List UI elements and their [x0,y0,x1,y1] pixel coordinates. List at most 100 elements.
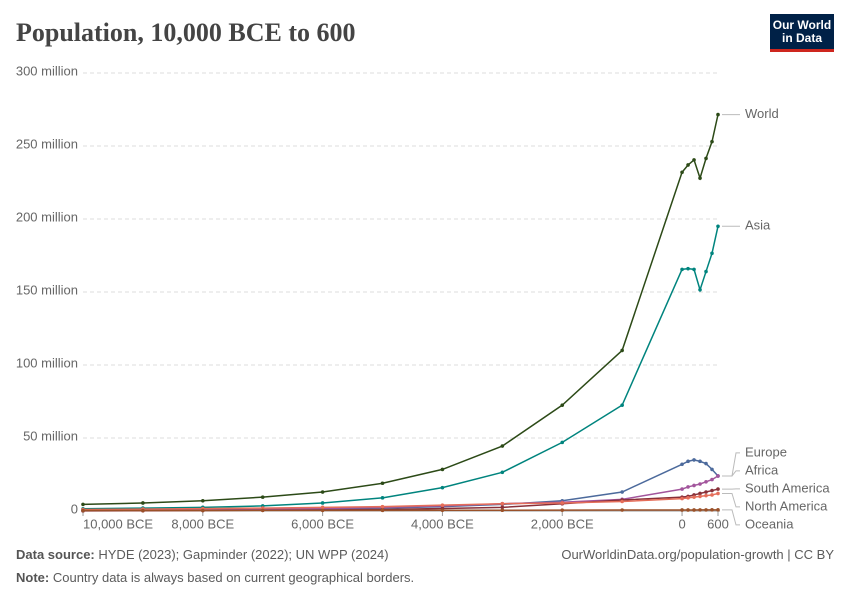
point [320,490,325,494]
point [692,458,696,462]
point [704,508,708,512]
point [380,496,385,500]
series-line [82,114,719,506]
legend-label: World [745,106,779,121]
point [440,503,445,507]
point [320,505,325,510]
point [680,267,684,272]
point [440,485,445,490]
point [698,491,702,496]
x-tick-label: 4,000 BCE [411,516,474,531]
point [560,403,565,407]
legend-label: Asia [745,218,771,233]
x-tick-label: 600 [707,516,729,531]
point [560,501,565,505]
point [320,508,325,513]
point [692,483,696,488]
point [716,487,720,491]
point [698,176,702,180]
logo-bar [770,49,834,52]
point [141,501,145,505]
logo-box [770,14,834,52]
point [716,508,720,512]
point [380,508,385,513]
y-tick-label: 200 million [16,209,78,224]
point [680,508,684,512]
point [680,462,684,467]
point [710,488,714,493]
point [704,490,708,494]
point [704,156,708,161]
point [686,459,690,464]
note-label: Note: [16,570,50,585]
point [560,508,565,512]
y-tick-label: 100 million [16,355,78,370]
point [320,501,325,505]
point [710,477,714,482]
point [698,482,702,486]
point [716,491,720,496]
y-tick-label: 150 million [16,282,78,297]
point [440,508,445,513]
point [440,467,445,472]
point [698,459,702,464]
point [716,474,720,478]
point [560,440,565,445]
label-connector [722,509,740,526]
point [704,480,708,484]
point [620,490,624,494]
point [500,501,505,506]
legend-label: Oceania [745,516,794,531]
point [686,508,690,512]
y-tick-label: 0 [71,501,78,516]
point [500,508,505,512]
logo-text: in Data [782,31,822,45]
legend-label: Africa [745,462,779,477]
point [698,494,702,499]
point [710,139,714,144]
point [716,224,720,229]
x-tick-label: 8,000 BCE [171,516,234,531]
label-connector [722,492,740,508]
y-tick-label: 300 million [16,63,78,78]
point [704,493,708,498]
point [620,403,624,407]
point [686,163,690,167]
point [686,496,690,500]
legend-label: North America [745,498,828,513]
point [710,508,714,512]
chart-title: Population, 10,000 BCE to 600 [16,18,356,47]
point [698,288,702,292]
logo-text: Our World [773,18,831,32]
point [500,444,505,448]
source-label: Data source: [16,547,95,562]
legend-label: Europe [745,444,787,459]
point [710,467,714,472]
point [500,505,505,510]
point [500,470,505,475]
point [704,269,708,274]
x-tick-label: 2,000 BCE [531,516,594,531]
point [692,508,696,512]
note-text: Country data is always based on current … [52,570,415,585]
point [680,487,684,491]
point [692,267,696,272]
series-line [82,226,719,510]
y-tick-label: 50 million [23,428,78,443]
point [710,251,714,256]
point [698,508,702,512]
point [692,495,696,499]
source-text: HYDE (2023); Gapminder (2022); UN WPP (2… [98,547,389,562]
y-tick-label: 250 million [16,136,78,151]
point [81,508,85,513]
point [260,508,265,513]
point [81,502,85,507]
x-tick-label: 10,000 BCE [83,516,153,531]
legend-label: South America [745,480,830,495]
point [620,499,624,504]
point [201,498,205,503]
point [201,508,205,513]
source: Data source: HYDE (2023); Gapminder (202… [16,547,389,562]
point [141,508,145,513]
